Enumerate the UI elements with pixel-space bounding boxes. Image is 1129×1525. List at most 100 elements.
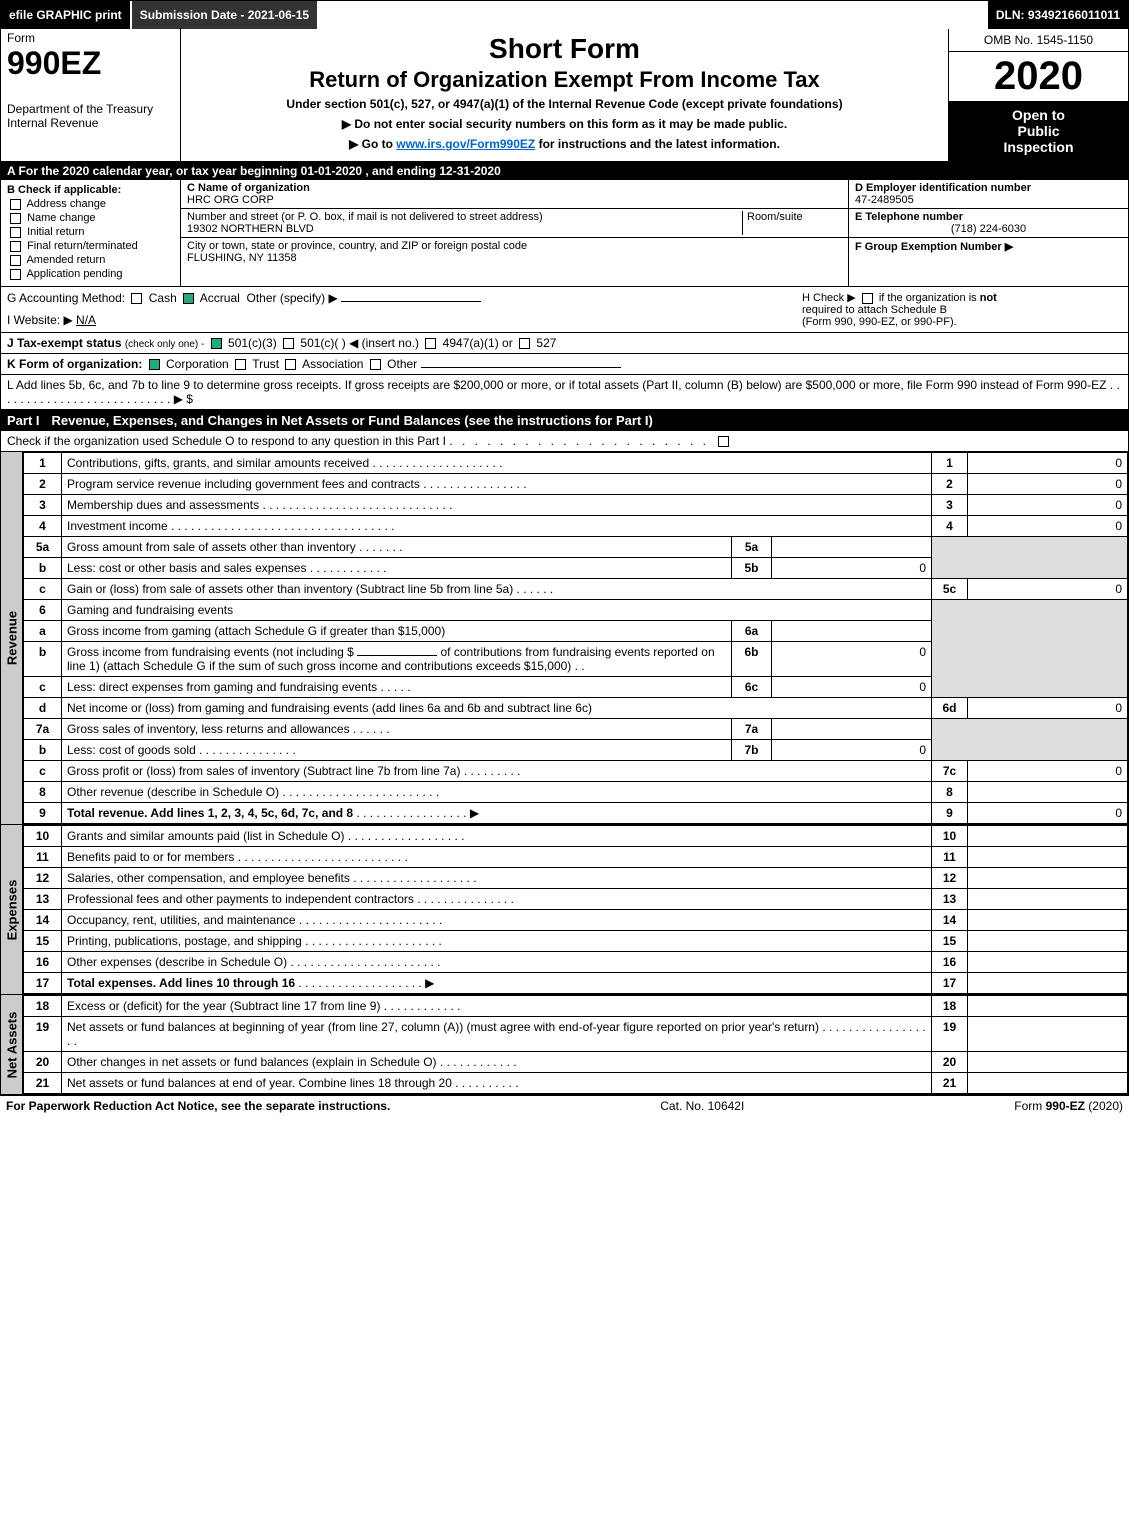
na-21: 21Net assets or fund balances at end of …	[24, 1073, 1128, 1094]
other-org-blank	[421, 367, 621, 368]
chk-527[interactable]	[519, 338, 530, 349]
goto-pre: ▶ Go to	[349, 137, 396, 151]
revenue-table: 1Contributions, gifts, grants, and simil…	[23, 452, 1128, 824]
chk-other-org[interactable]	[370, 359, 381, 370]
lbl-501c3: 501(c)(3)	[228, 336, 277, 350]
line-k-label: K Form of organization:	[7, 357, 142, 371]
open-line3: Inspection	[955, 139, 1122, 155]
city-label: City or town, state or province, country…	[187, 240, 527, 252]
lbl-assoc: Association	[302, 357, 363, 371]
chk-schedule-o[interactable]	[718, 436, 729, 447]
lbl-corp: Corporation	[166, 357, 229, 371]
rev-2: 2Program service revenue including gover…	[24, 474, 1128, 495]
form-header: Form 990EZ Department of the Treasury In…	[1, 29, 1128, 162]
rev-8: 8Other revenue (describe in Schedule O) …	[24, 782, 1128, 803]
expenses-table: 10Grants and similar amounts paid (list …	[23, 825, 1128, 994]
part-i-title: Revenue, Expenses, and Changes in Net As…	[52, 413, 653, 428]
rev-6: 6Gaming and fundraising events	[24, 600, 1128, 621]
group-exempt-label: F Group Exemption Number ▶	[855, 241, 1013, 253]
part-i-header: Part I Revenue, Expenses, and Changes in…	[1, 410, 1128, 431]
dept-treasury: Department of the Treasury	[7, 102, 174, 116]
chk-trust[interactable]	[235, 359, 246, 370]
exp-11: 11Benefits paid to or for members . . . …	[24, 847, 1128, 868]
lbl-4947: 4947(a)(1) or	[443, 336, 513, 350]
addr-value: 19302 NORTHERN BLVD	[187, 223, 742, 235]
netassets-table: 18Excess or (deficit) for the year (Subt…	[23, 995, 1128, 1094]
exp-12: 12Salaries, other compensation, and empl…	[24, 868, 1128, 889]
section-bcdef: B Check if applicable: Address change Na…	[1, 180, 1128, 287]
website-value: N/A	[76, 313, 96, 327]
open-to-public: Open to Public Inspection	[949, 101, 1128, 161]
goto-line: ▶ Go to www.irs.gov/Form990EZ for instru…	[189, 137, 940, 151]
goto-post: for instructions and the latest informat…	[535, 137, 780, 151]
irs-link[interactable]: www.irs.gov/Form990EZ	[396, 137, 535, 151]
chk-final-return[interactable]: Final return/terminated	[7, 240, 174, 252]
form-number: 990EZ	[7, 45, 174, 82]
footer-right-bold: 990-EZ	[1046, 1099, 1085, 1113]
tax-year: 2020	[949, 52, 1128, 101]
part-i-num: Part I	[7, 413, 40, 428]
col-def: D Employer identification number 47-2489…	[848, 180, 1128, 286]
chk-accrual[interactable]	[183, 293, 194, 304]
revenue-block: Revenue 1Contributions, gifts, grants, a…	[1, 452, 1128, 825]
phone-label: E Telephone number	[855, 211, 1122, 223]
line-g-h: G Accounting Method: Cash Accrual Other …	[1, 287, 1128, 333]
line-h-text3: (Form 990, 990-EZ, or 990-PF).	[802, 316, 957, 328]
dept-irs: Internal Revenue	[7, 116, 174, 130]
box-e: E Telephone number (718) 224-6030	[849, 209, 1128, 238]
title-short-form: Short Form	[189, 33, 940, 65]
sched-o-dots: . . . . . . . . . . . . . . . . . . . . …	[449, 434, 715, 448]
chk-cash[interactable]	[131, 293, 142, 304]
footer-right-post: (2020)	[1085, 1099, 1123, 1113]
chk-address-change[interactable]: Address change	[7, 198, 174, 210]
submission-date-label: Submission Date - 2021-06-15	[132, 1, 319, 29]
rev-7c: cGross profit or (loss) from sales of in…	[24, 761, 1128, 782]
rev-3: 3Membership dues and assessments . . . .…	[24, 495, 1128, 516]
line-g: G Accounting Method: Cash Accrual Other …	[7, 291, 802, 328]
form-word: Form	[7, 31, 174, 45]
topbar: efile GRAPHIC print Submission Date - 20…	[1, 1, 1128, 29]
rev-6d: dNet income or (loss) from gaming and fu…	[24, 698, 1128, 719]
omb-number: OMB No. 1545-1150	[949, 29, 1128, 52]
chk-501c3[interactable]	[211, 338, 222, 349]
room-label: Room/suite	[747, 211, 842, 223]
lbl-501c: 501(c)( ) ◀ (insert no.)	[300, 336, 419, 350]
chk-h[interactable]	[862, 293, 873, 304]
line-h-not: not	[980, 292, 997, 304]
chk-amended-return[interactable]: Amended return	[7, 254, 174, 266]
lbl-trust: Trust	[252, 357, 279, 371]
line-j-sub: (check only one) -	[125, 339, 204, 350]
open-line1: Open to	[955, 107, 1122, 123]
chk-application-pending[interactable]: Application pending	[7, 268, 174, 280]
topbar-spacer	[319, 1, 988, 29]
addr-label: Number and street (or P. O. box, if mail…	[187, 211, 742, 223]
line-l-text: L Add lines 5b, 6c, and 7b to line 9 to …	[7, 378, 1106, 392]
dln-label: DLN: 93492166011011	[988, 1, 1128, 29]
chk-name-change[interactable]: Name change	[7, 212, 174, 224]
side-expenses: Expenses	[1, 825, 23, 994]
chk-corp[interactable]	[149, 359, 160, 370]
org-name-value: HRC ORG CORP	[187, 194, 842, 206]
rev-7a: 7aGross sales of inventory, less returns…	[24, 719, 1128, 740]
line-j: J Tax-exempt status (check only one) - 5…	[1, 333, 1128, 354]
footer-right-pre: Form	[1014, 1099, 1045, 1113]
side-revenue-text: Revenue	[4, 611, 19, 665]
box-c: C Name of organization HRC ORG CORP Numb…	[181, 180, 848, 286]
schedule-o-check: Check if the organization used Schedule …	[1, 431, 1128, 452]
net-assets-block: Net Assets 18Excess or (deficit) for the…	[1, 995, 1128, 1095]
schedule-o-text: Check if the organization used Schedule …	[7, 434, 446, 448]
line-g-label: G Accounting Method:	[7, 291, 125, 305]
side-netassets-text: Net Assets	[4, 1011, 19, 1078]
chk-app-pending-label: Application pending	[26, 268, 122, 280]
chk-4947[interactable]	[425, 338, 436, 349]
subtitle: Under section 501(c), 527, or 4947(a)(1)…	[189, 97, 940, 111]
na-19: 19Net assets or fund balances at beginni…	[24, 1017, 1128, 1052]
chk-assoc[interactable]	[285, 359, 296, 370]
efile-print-label: efile GRAPHIC print	[1, 1, 132, 29]
exp-17: 17Total expenses. Add lines 10 through 1…	[24, 973, 1128, 994]
chk-initial-return[interactable]: Initial return	[7, 226, 174, 238]
chk-name-change-label: Name change	[27, 212, 96, 224]
chk-501c[interactable]	[283, 338, 294, 349]
lbl-cash: Cash	[149, 291, 177, 305]
rev-9: 9Total revenue. Add lines 1, 2, 3, 4, 5c…	[24, 803, 1128, 824]
